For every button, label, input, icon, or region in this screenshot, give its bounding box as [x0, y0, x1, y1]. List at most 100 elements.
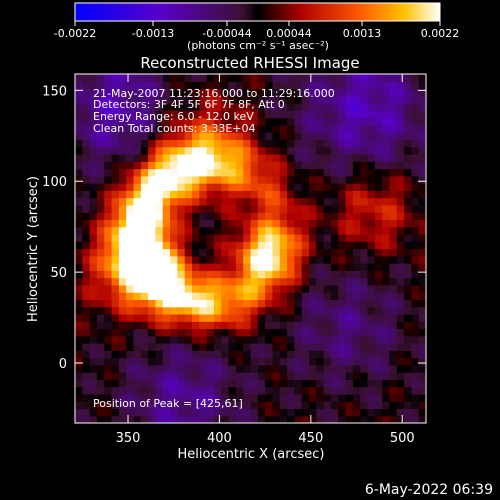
heatmap-cell	[382, 350, 391, 359]
heatmap-cell	[192, 139, 200, 148]
heatmap-cell	[75, 124, 83, 133]
heatmap-cell	[118, 197, 127, 206]
heatmap-cell	[374, 183, 383, 191]
heatmap-cell	[360, 364, 369, 373]
heatmap-cell	[294, 204, 303, 213]
heatmap-cell	[177, 74, 186, 82]
heatmap-cell	[360, 386, 369, 395]
heatmap-cell	[155, 393, 164, 402]
heatmap-cell	[279, 313, 288, 322]
heatmap-cell	[279, 292, 288, 300]
heatmap-cell	[418, 183, 426, 191]
heatmap-cell	[177, 379, 186, 388]
heatmap-cell	[89, 132, 98, 141]
heatmap-cell	[235, 212, 244, 221]
heatmap-cell	[360, 190, 369, 199]
heatmap-cell	[265, 415, 274, 423]
heatmap-cell	[96, 204, 105, 213]
heatmap-cell	[301, 321, 310, 330]
heatmap-cell	[279, 357, 288, 366]
heatmap-cell	[301, 241, 310, 250]
heatmap-cell	[199, 321, 208, 330]
heatmap-cell	[133, 190, 142, 199]
heatmap-cell	[382, 408, 391, 417]
heatmap-cell	[199, 219, 208, 228]
heatmap-cell	[352, 350, 361, 359]
heatmap-cell	[162, 284, 171, 293]
heatmap-cell	[170, 117, 178, 126]
heatmap-cell	[148, 270, 157, 279]
heatmap-cell	[294, 81, 303, 90]
heatmap-cell	[404, 190, 412, 199]
heatmap-cell	[148, 401, 157, 410]
heatmap-cell	[316, 415, 325, 423]
heatmap-cell	[396, 74, 405, 82]
heatmap-cell	[133, 408, 142, 417]
heatmap-cell	[316, 350, 325, 359]
heatmap-cell	[309, 401, 317, 410]
heatmap-cell	[235, 95, 244, 104]
heatmap-cell	[352, 190, 361, 199]
heatmap-cell	[265, 161, 274, 170]
heatmap-cell	[338, 81, 347, 90]
heatmap-cell	[287, 284, 295, 293]
heatmap-cell	[396, 299, 405, 308]
heatmap-cell	[111, 146, 120, 155]
heatmap-cell	[199, 95, 208, 104]
heatmap-cell	[352, 248, 361, 257]
heatmap-cell	[301, 313, 310, 322]
heatmap-cell	[221, 306, 230, 315]
heatmap-cell	[228, 364, 237, 373]
heatmap-cell	[338, 277, 347, 286]
heatmap-cell	[206, 379, 215, 388]
heatmap-cell	[82, 161, 91, 170]
heatmap-cell	[382, 415, 391, 423]
heatmap-cell	[345, 175, 354, 184]
heatmap-cell	[192, 379, 200, 388]
heatmap-cell	[133, 393, 142, 402]
heatmap-cell	[396, 219, 405, 228]
heatmap-cell	[170, 379, 178, 388]
heatmap-cell	[192, 146, 200, 155]
heatmap-cell	[250, 379, 259, 388]
heatmap-cell	[396, 248, 405, 257]
heatmap-cell	[404, 292, 412, 300]
heatmap-cell	[213, 321, 222, 330]
heatmap-cell	[206, 328, 215, 337]
heatmap-cell	[184, 313, 193, 322]
heatmap-cell	[111, 255, 120, 264]
heatmap-cell	[330, 350, 339, 359]
heatmap-cell	[213, 88, 222, 97]
heatmap-cell	[301, 343, 310, 351]
heatmap-cell	[82, 335, 91, 344]
heatmap-cell	[221, 183, 230, 191]
heatmap-cell	[162, 393, 171, 402]
heatmap-cell	[294, 277, 303, 286]
heatmap-cell	[257, 175, 266, 184]
heatmap-cell	[140, 306, 149, 315]
heatmap-cell	[345, 204, 354, 213]
heatmap-cell	[213, 270, 222, 279]
heatmap-cell	[221, 117, 230, 126]
heatmap-cell	[111, 401, 120, 410]
heatmap-cell	[367, 110, 376, 119]
heatmap-cell	[418, 124, 426, 133]
heatmap-cell	[228, 241, 237, 250]
heatmap-cell	[257, 139, 266, 148]
heatmap-cell	[140, 241, 149, 250]
heatmap-cell	[345, 132, 354, 141]
heatmap-cell	[309, 168, 317, 177]
heatmap-cell	[213, 175, 222, 184]
heatmap-cell	[199, 270, 208, 279]
heatmap-cell	[75, 233, 83, 242]
heatmap-cell	[360, 175, 369, 184]
heatmap-cell	[75, 117, 83, 126]
heatmap-cell	[133, 183, 142, 191]
heatmap-cell	[155, 313, 164, 322]
heatmap-cell	[155, 292, 164, 300]
heatmap-cell	[404, 393, 412, 402]
heatmap-cell	[250, 321, 259, 330]
heatmap-cell	[82, 204, 91, 213]
heatmap-cell	[330, 95, 339, 104]
heatmap-cell	[162, 117, 171, 126]
